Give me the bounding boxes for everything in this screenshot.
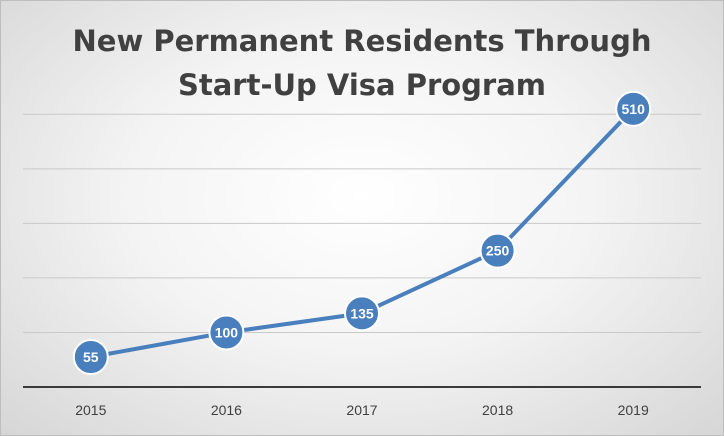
x-tick-label: 2017 (346, 402, 377, 418)
x-tick-label: 2016 (211, 402, 242, 418)
x-tick-label: 2015 (75, 402, 106, 418)
data-point (615, 90, 652, 127)
data-label: 55 (83, 349, 99, 365)
data-label: 250 (486, 243, 510, 259)
x-tick-label: 2019 (618, 402, 649, 418)
tick-labels: 2015 2016 2017 2018 2019 (75, 402, 649, 418)
data-label: 135 (350, 305, 374, 321)
chart-title-line-1: New Permanent Residents Through (72, 24, 652, 58)
data-point (208, 314, 245, 351)
data-point (72, 339, 109, 375)
data-point (479, 232, 516, 269)
series: 55 100 135 250 510 (72, 90, 652, 375)
x-tick-label: 2018 (482, 402, 513, 418)
data-label: 510 (622, 101, 646, 117)
chart-title-line-2: Start-Up Visa Program (177, 68, 547, 102)
data-label: 100 (215, 324, 239, 340)
data-point (344, 295, 380, 332)
chart-title: New Permanent Residents Through Start-Up… (1, 19, 723, 107)
gridlines (23, 113, 701, 333)
